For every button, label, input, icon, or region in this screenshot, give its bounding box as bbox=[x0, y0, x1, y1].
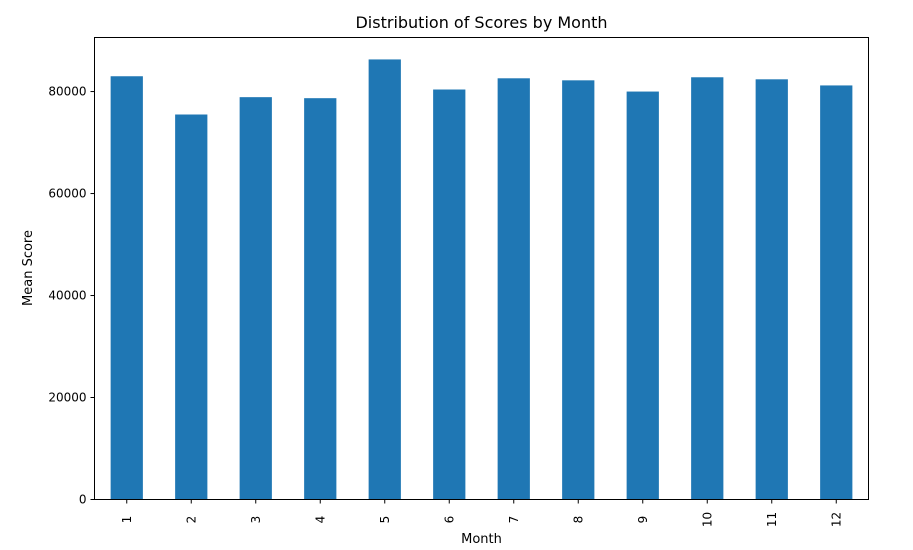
bar-month-3 bbox=[239, 97, 272, 500]
bar-month-1 bbox=[110, 76, 143, 500]
bar-month-4 bbox=[304, 98, 337, 500]
x-tick-label: 8 bbox=[571, 516, 585, 524]
x-tick-label: 10 bbox=[700, 512, 714, 527]
y-tick-label: 20000 bbox=[48, 391, 86, 405]
x-tick-label: 4 bbox=[313, 516, 327, 524]
x-tick-label: 2 bbox=[184, 516, 198, 524]
bar-month-10 bbox=[691, 77, 724, 500]
bar-month-9 bbox=[626, 91, 659, 500]
x-tick-label: 12 bbox=[829, 512, 843, 527]
x-tick-label: 9 bbox=[636, 516, 650, 524]
y-tick-label: 40000 bbox=[48, 289, 86, 303]
bars-group bbox=[110, 59, 853, 500]
x-tick-label: 7 bbox=[507, 516, 521, 524]
x-tick-label: 6 bbox=[442, 516, 456, 524]
x-tick-label: 3 bbox=[249, 516, 263, 524]
y-axis-ticks: 0 20000 40000 60000 80000 bbox=[48, 85, 95, 507]
bar-month-11 bbox=[755, 79, 788, 500]
y-tick-label: 60000 bbox=[48, 187, 86, 201]
y-tick-label: 80000 bbox=[48, 85, 86, 99]
x-tick-label: 11 bbox=[765, 512, 779, 527]
bar-month-12 bbox=[820, 85, 853, 500]
bar-month-5 bbox=[368, 59, 401, 500]
x-axis-ticks: 1 2 3 4 5 6 7 8 9 10 11 12 bbox=[120, 499, 843, 527]
axes-frame bbox=[94, 37, 869, 500]
x-tick-label: 1 bbox=[120, 516, 134, 524]
y-axis-label: Mean Score bbox=[21, 230, 36, 306]
bar-month-8 bbox=[562, 80, 595, 500]
x-axis-label: Month bbox=[461, 532, 502, 547]
y-tick-label: 0 bbox=[79, 493, 87, 507]
bar-month-2 bbox=[175, 114, 208, 500]
chart-title: Distribution of Scores by Month bbox=[355, 13, 607, 32]
x-tick-label: 5 bbox=[378, 516, 392, 524]
bar-month-6 bbox=[433, 89, 466, 500]
bar-month-7 bbox=[497, 78, 530, 500]
